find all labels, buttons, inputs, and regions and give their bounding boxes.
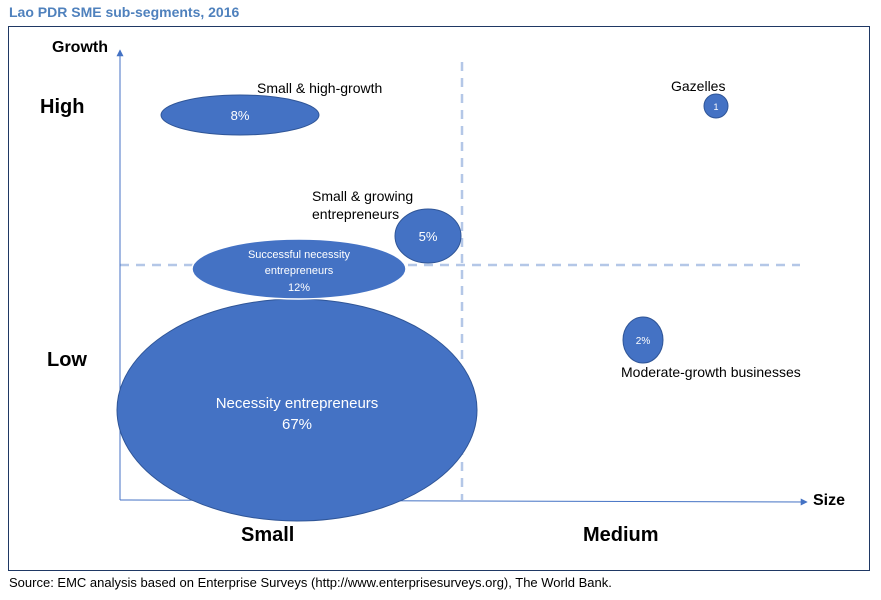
moderate-growth-label: Moderate-growth businesses xyxy=(621,364,801,380)
moderate-growth-share: 2% xyxy=(636,336,651,347)
segment-moderate-growth: 2% Moderate-growth businesses xyxy=(621,316,801,380)
small-growing-label-line2: entrepreneurs xyxy=(312,206,399,222)
moderate-growth-bubble xyxy=(622,316,664,364)
segment-small-high-growth: 8% Small & high-growth xyxy=(160,80,382,136)
gazelles-bubble xyxy=(703,93,729,119)
segment-necessity: Necessity entrepreneurs 67% xyxy=(116,298,478,522)
small-high-growth-share: 8% xyxy=(231,108,250,123)
small-high-growth-bubble xyxy=(160,94,320,136)
segment-gazelles: 1 Gazelles xyxy=(671,78,729,119)
small-growing-label-line1: Small & growing xyxy=(312,188,413,204)
source-note: Source: EMC analysis based on Enterprise… xyxy=(9,575,612,590)
gazelles-value: 1 xyxy=(713,102,718,112)
small-growing-share: 5% xyxy=(419,229,438,244)
small-high-growth-label: Small & high-growth xyxy=(257,80,382,96)
chart-frame xyxy=(8,26,870,571)
segment-small-growing: 5% Small & growing entrepreneurs xyxy=(312,188,462,264)
chart-title: Lao PDR SME sub-segments, 2016 xyxy=(9,4,240,20)
successful-necessity-share: 12% xyxy=(288,282,310,294)
small-growing-bubble xyxy=(394,208,462,264)
y-high-label: High xyxy=(40,96,84,118)
successful-necessity-line1: Successful necessity xyxy=(248,249,351,261)
x-medium-label: Medium xyxy=(583,524,659,546)
x-axis-label: Size xyxy=(813,492,845,509)
necessity-name: Necessity entrepreneurs xyxy=(216,395,379,412)
y-axis-label: Growth xyxy=(52,39,108,56)
necessity-share: 67% xyxy=(282,416,312,433)
gazelles-label: Gazelles xyxy=(671,78,725,94)
y-low-label: Low xyxy=(47,349,87,371)
segment-successful-necessity: Successful necessity entrepreneurs 12% xyxy=(191,238,407,300)
successful-necessity-line2: entrepreneurs xyxy=(265,265,334,277)
successful-necessity-bubble xyxy=(191,238,407,300)
x-small-label: Small xyxy=(241,524,294,546)
